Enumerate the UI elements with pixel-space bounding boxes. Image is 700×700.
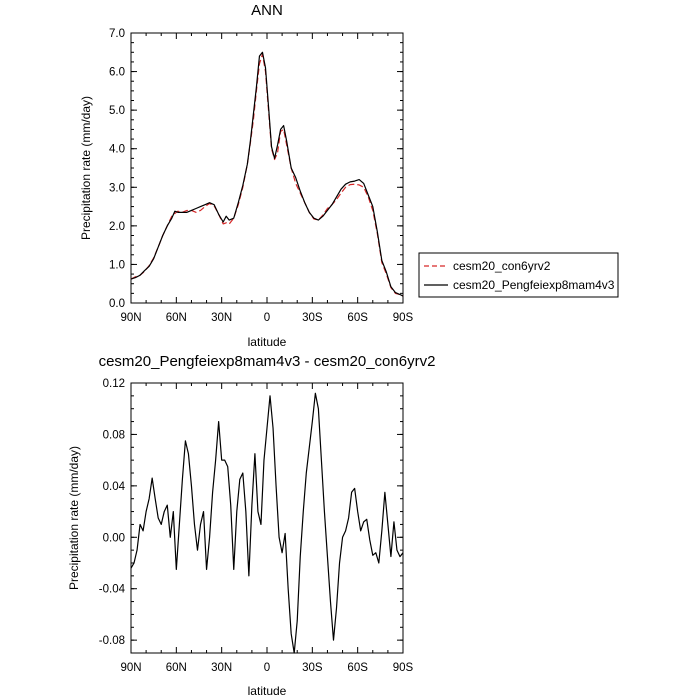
legend-label-control: cesm20_con6yrv2: [453, 259, 551, 273]
legend-box: [418, 252, 619, 298]
top-x-tick-label: 30S: [302, 312, 323, 324]
top-x-tick-labels: 90N 60N 30N 0 30S 60S 90S: [120, 312, 413, 324]
top-x-tick-label: 60S: [347, 312, 368, 324]
bottom-panel: cesm20_Pengfeiexp8mam4v3 - cesm20_con6yr…: [67, 353, 435, 698]
bottom-x-axis-label: latitude: [248, 684, 287, 698]
bottom-y-axis-label: Precipitation rate (mm/day): [67, 446, 81, 590]
top-x-tick-label: 60N: [166, 312, 187, 324]
bottom-x-tick-labels: 90N 60N 30N 0 30S 60S 90S: [120, 662, 413, 674]
bottom-gridticks: [130, 382, 404, 654]
bottom-chart-title: cesm20_Pengfeiexp8mam4v3 - cesm20_con6yr…: [99, 353, 436, 370]
top-y-tick-label: 1.0: [109, 259, 125, 271]
top-plot-frame: [130, 32, 404, 304]
top-y-tick-label: 7.0: [109, 28, 125, 40]
bottom-x-tick-label: 90N: [120, 662, 141, 674]
top-y-tick-label: 5.0: [109, 105, 125, 117]
top-chart-title: ANN: [251, 2, 283, 19]
legend-label-experiment: cesm20_Pengfeiexp8mam4v3: [453, 278, 615, 292]
top-series-line-cesm20-pengfeiexp8mam4v3: [130, 51, 404, 297]
bottom-y-tick-label: 0.08: [103, 429, 125, 441]
top-x-tick-label: 90N: [120, 312, 141, 324]
top-y-tick-label: 6.0: [109, 67, 125, 79]
bottom-x-tick-label: 60N: [166, 662, 187, 674]
bottom-y-tick-labels: -0.08 -0.04 0.00 0.04 0.08 0.12: [99, 378, 126, 647]
bottom-y-tick-label: -0.04: [99, 584, 126, 596]
top-y-axis-label: Precipitation rate (mm/day): [79, 96, 93, 240]
top-x-axis-label: latitude: [248, 335, 287, 349]
bottom-x-tick-label: 60S: [347, 662, 368, 674]
top-y-tick-label: 2.0: [109, 221, 125, 233]
top-x-tick-label: 90S: [393, 312, 414, 324]
top-y-tick-label: 3.0: [109, 182, 125, 194]
top-series-group: [130, 51, 404, 297]
top-x-tick-label: 30N: [211, 312, 232, 324]
bottom-y-tick-label: -0.08: [99, 635, 125, 647]
top-y-tick-label: 4.0: [109, 144, 125, 156]
bottom-series-line-difference: [130, 392, 404, 654]
bottom-y-tick-label: 0.00: [103, 532, 125, 544]
top-y-tick-labels: 0.0 1.0 2.0 3.0 4.0 5.0 6.0 7.0: [109, 28, 125, 310]
bottom-y-tick-label: 0.04: [103, 481, 126, 493]
bottom-y-tick-label: 0.12: [103, 378, 125, 390]
top-y-tick-label: 0.0: [109, 298, 125, 310]
top-gridticks: [130, 32, 404, 304]
bottom-series-group: [130, 392, 404, 654]
bottom-x-tick-label: 90S: [393, 662, 414, 674]
top-panel: ANN 0.0 1.0 2.0 3.0 4.0 5.0 6.0 7.0 90N 60N 30N 0 3…: [79, 2, 414, 349]
bottom-x-tick-label: 30N: [211, 662, 232, 674]
top-x-tick-label: 0: [264, 312, 270, 324]
legend: cesm20_con6yrv2 cesm20_Pengfeiexp8mam4v3: [418, 252, 619, 298]
bottom-x-tick-label: 0: [264, 662, 270, 674]
bottom-x-tick-label: 30S: [302, 662, 323, 674]
top-axis-frame: [130, 32, 404, 304]
